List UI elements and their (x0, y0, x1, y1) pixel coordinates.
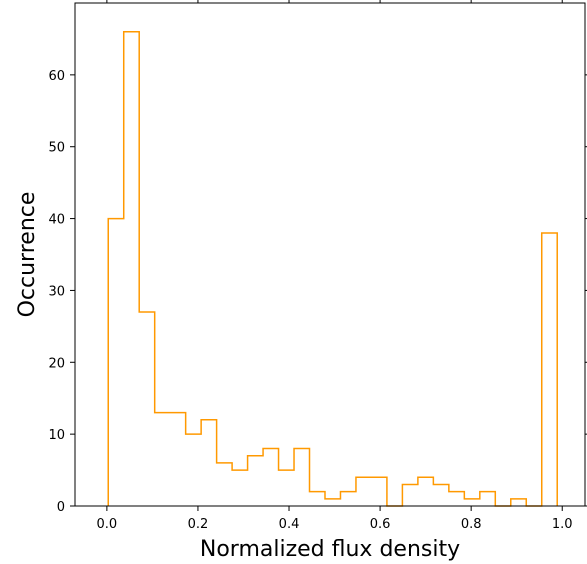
y-tick-label: 60 (48, 69, 65, 84)
histogram-bin (139, 312, 154, 506)
histogram-bin (124, 32, 139, 506)
histogram-bin (464, 499, 479, 506)
ticks-layer: 0.0 0.2 0.4 0.6 0.8 1.0 0 10 20 30 40 50 60 (48, 0, 587, 532)
histogram-bin (232, 470, 247, 506)
histogram-bin (310, 492, 325, 506)
histogram-bin (325, 499, 340, 506)
plot-area (107, 30, 558, 507)
histogram-bin (263, 449, 278, 506)
histogram-bin (201, 420, 216, 506)
histogram-bin (294, 449, 309, 506)
histogram-bin (402, 484, 417, 506)
y-axis-label: Occurrence (15, 192, 40, 318)
histogram-bin (433, 484, 448, 506)
x-axis-label: Normalized flux density (200, 537, 460, 562)
x-tick-label: 1.0 (552, 517, 573, 532)
x-tick-label: 0.4 (279, 517, 300, 532)
histogram-outline (107, 30, 558, 507)
histogram-bin (217, 463, 232, 506)
y-tick-label: 30 (48, 284, 65, 299)
histogram-bin (108, 219, 123, 506)
histogram-bin (480, 492, 495, 506)
histogram-bin (248, 456, 263, 506)
histogram-bin (542, 233, 557, 506)
histogram-bin (449, 492, 464, 506)
histogram-bin (340, 492, 355, 506)
x-tick-label: 0.0 (97, 517, 118, 532)
histogram-bin (371, 477, 386, 506)
x-tick-label: 0.6 (370, 517, 391, 532)
histogram-bin (279, 470, 294, 506)
y-tick-label: 0 (57, 500, 65, 515)
histogram-bin (186, 434, 201, 506)
y-tick-label: 50 (48, 141, 65, 156)
histogram-bin (356, 477, 371, 506)
histogram-bin (155, 413, 170, 506)
histogram-bin (170, 413, 185, 506)
histogram-bin (418, 477, 433, 506)
y-tick-label: 20 (48, 356, 65, 371)
x-tick-label: 0.2 (188, 517, 209, 532)
axis-labels-layer: Normalized flux density Occurrence (15, 192, 460, 562)
histogram-bin (511, 499, 526, 506)
plot-frame (74, 2, 586, 507)
y-tick-label: 40 (48, 213, 65, 228)
y-tick-label: 10 (48, 428, 65, 443)
x-tick-label: 0.8 (461, 517, 482, 532)
